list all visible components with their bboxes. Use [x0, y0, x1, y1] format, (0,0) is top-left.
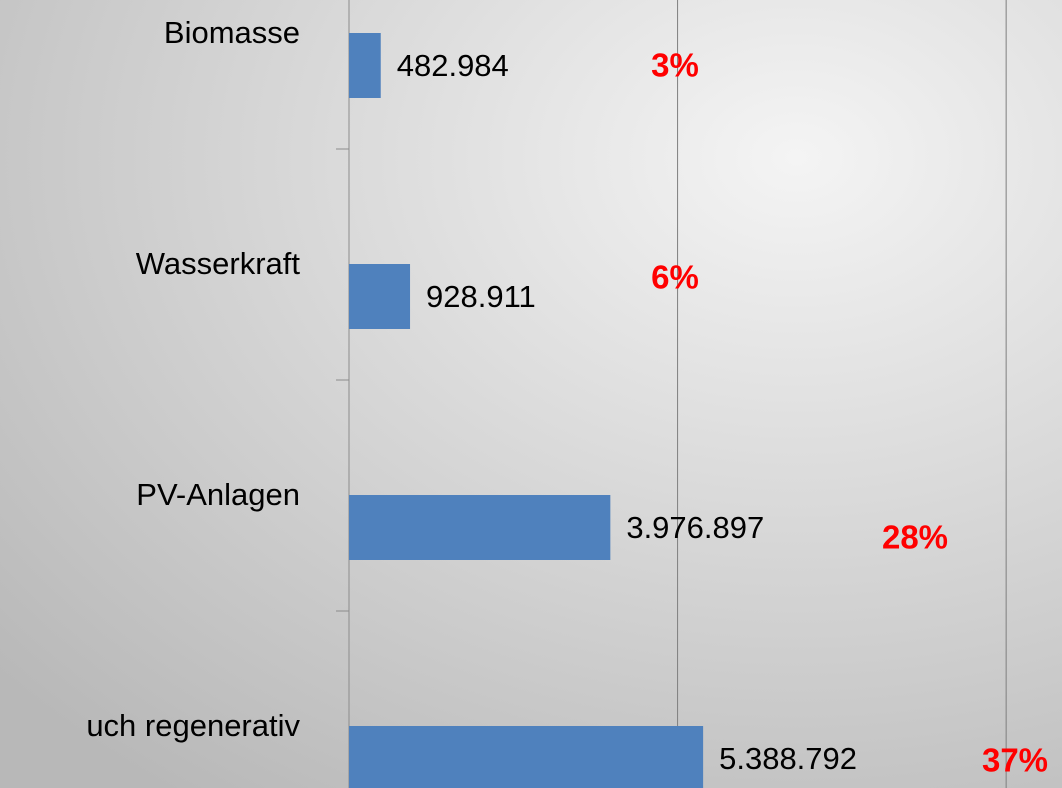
bar	[349, 264, 411, 329]
bar	[349, 495, 611, 560]
share-label: 6%	[651, 259, 699, 296]
category-label: Wasserkraft	[136, 246, 301, 281]
category-label: Biomasse	[164, 15, 300, 50]
value-label: 3.976.897	[626, 510, 764, 545]
share-label: 37%	[982, 742, 1048, 779]
value-label: 5.388.792	[719, 741, 857, 776]
share-label: 3%	[651, 47, 699, 84]
category-label: PV-Anlagen	[136, 477, 300, 512]
value-label: 482.984	[397, 48, 509, 83]
bar	[349, 726, 704, 788]
category-label: uch regenerativ	[86, 708, 300, 743]
value-label: 928.911	[426, 279, 536, 314]
share-label: 28%	[882, 519, 948, 556]
bar	[349, 33, 381, 98]
